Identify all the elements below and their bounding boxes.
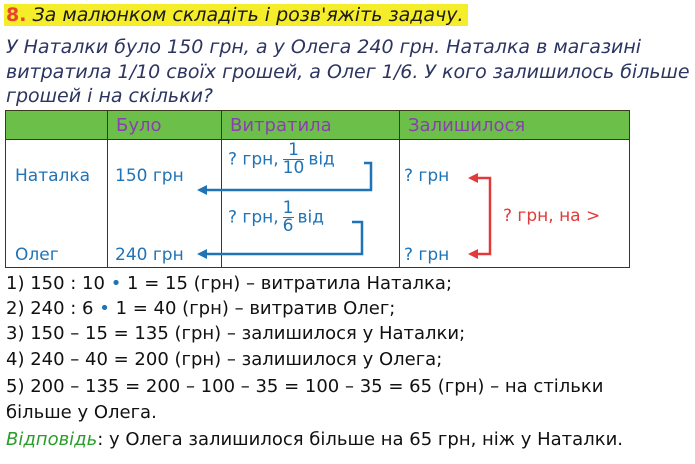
arrow-oleg (205, 220, 364, 256)
compare-bracket (476, 176, 492, 256)
task-heading: 8. За малюнком складіть і розв'яжіть зад… (4, 4, 468, 26)
answer-text: : у Олега залишилося більше на 65 грн, н… (97, 429, 623, 450)
condition-line: грошей і на скільки? (6, 85, 214, 107)
solution-step: 3) 150 – 15 = 135 (грн) – залишилося у Н… (6, 323, 466, 344)
header-left: Залишилося (399, 110, 630, 140)
problem-table: Було Витратила Залишилося (5, 110, 630, 268)
left-natalka: ? грн (404, 166, 450, 186)
arrow-natalka (205, 161, 373, 192)
header-had: Було (107, 110, 222, 140)
spent-prefix: ? грн, (228, 149, 279, 170)
table-header: Було Витратила Залишилося (5, 110, 630, 140)
solution-step: 1) 150 : 10 • 1 = 15 (грн) – витратила Н… (6, 273, 453, 294)
name-natalka: Наталка (15, 166, 91, 186)
solution-step: 2) 240 : 6 • 1 = 40 (грн) – витратив Оле… (6, 298, 396, 319)
spent-suffix: від (308, 149, 335, 170)
spent-natalka: ? грн, 1 10 від (228, 142, 335, 177)
left-oleg: ? грн (404, 245, 450, 265)
arrowhead-icon (468, 249, 478, 259)
fraction: 1 10 (282, 142, 305, 178)
task-number: 8. (6, 4, 27, 26)
condition-line: У Наталки було 150 грн, а у Олега 240 гр… (6, 36, 642, 58)
had-natalka: 150 грн (115, 166, 184, 186)
arrowhead-icon (468, 173, 478, 183)
answer-label: Відповідь (6, 429, 98, 450)
denominator: 6 (282, 216, 294, 236)
denominator: 10 (282, 158, 305, 178)
arrowhead-icon (197, 185, 207, 195)
spent-suffix: від (297, 207, 325, 228)
solution-step: 4) 240 – 40 = 200 (грн) – залишилося у О… (6, 349, 443, 370)
had-oleg: 240 грн (115, 245, 184, 265)
task-title: За малюнком складіть і розв'яжіть задачу… (32, 4, 464, 26)
condition-line: витратила 1/10 своїх грошей, а Олег 1/6.… (6, 61, 690, 83)
spent-prefix: ? грн, (228, 207, 279, 228)
solution-step: 5) 200 – 135 = 200 – 100 – 35 = 100 – 35… (6, 376, 604, 397)
numerator: 1 (282, 198, 294, 218)
numerator: 1 (282, 142, 305, 160)
name-oleg: Олег (15, 245, 59, 265)
solution-step: більше у Олега. (6, 402, 157, 423)
arrowhead-icon (197, 249, 207, 259)
answer: Відповідь: у Олега залишилося більше на … (6, 429, 623, 450)
spent-oleg: ? грн, 1 6 від (228, 200, 324, 235)
compare-label: ? грн, на > (503, 206, 601, 226)
